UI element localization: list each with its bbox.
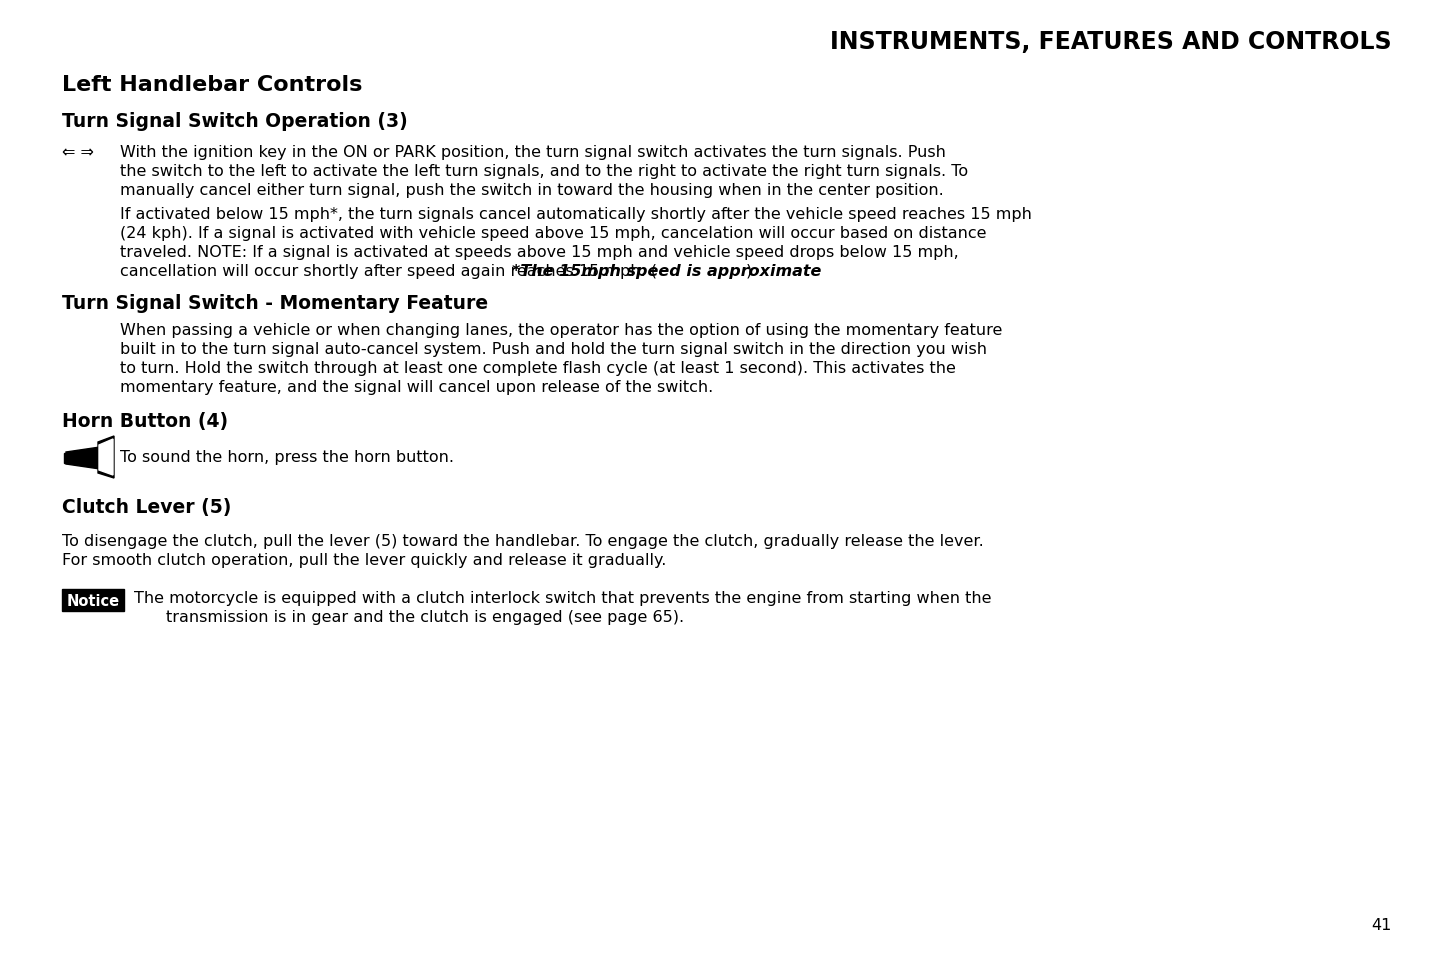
Text: With the ignition key in the ON or PARK position, the turn signal switch activat: With the ignition key in the ON or PARK … <box>121 145 947 160</box>
Text: Turn Signal Switch - Momentary Feature: Turn Signal Switch - Momentary Feature <box>63 294 489 313</box>
Text: Left Handlebar Controls: Left Handlebar Controls <box>63 75 362 95</box>
Text: momentary feature, and the signal will cancel upon release of the switch.: momentary feature, and the signal will c… <box>121 379 714 395</box>
Text: When passing a vehicle or when changing lanes, the operator has the option of us: When passing a vehicle or when changing … <box>121 323 1002 337</box>
Text: cancellation will occur shortly after speed again reaches 15 mph. (: cancellation will occur shortly after sp… <box>121 264 657 278</box>
Text: To sound the horn, press the horn button.: To sound the horn, press the horn button… <box>121 450 454 464</box>
Text: (24 kph). If a signal is activated with vehicle speed above 15 mph, cancelation : (24 kph). If a signal is activated with … <box>121 226 986 241</box>
Text: built in to the turn signal auto-cancel system. Push and hold the turn signal sw: built in to the turn signal auto-cancel … <box>121 341 987 356</box>
Text: If activated below 15 mph*, the turn signals cancel automatically shortly after : If activated below 15 mph*, the turn sig… <box>121 207 1032 222</box>
Text: To disengage the clutch, pull the lever (5) toward the handlebar. To engage the : To disengage the clutch, pull the lever … <box>63 534 984 548</box>
Bar <box>63 589 124 612</box>
Text: Turn Signal Switch Operation (3): Turn Signal Switch Operation (3) <box>63 112 407 131</box>
Text: ): ) <box>746 264 752 278</box>
Text: the switch to the left to activate the left turn signals, and to the right to ac: the switch to the left to activate the l… <box>121 164 968 179</box>
Text: ⇐ ⇒: ⇐ ⇒ <box>63 145 95 160</box>
Text: to turn. Hold the switch through at least one complete flash cycle (at least 1 s: to turn. Hold the switch through at leas… <box>121 360 955 375</box>
Text: manually cancel either turn signal, push the switch in toward the housing when i: manually cancel either turn signal, push… <box>121 183 944 198</box>
Text: The motorcycle is equipped with a clutch interlock switch that prevents the engi: The motorcycle is equipped with a clutch… <box>134 590 992 605</box>
Polygon shape <box>64 454 68 463</box>
Text: traveled. NOTE: If a signal is activated at speeds above 15 mph and vehicle spee: traveled. NOTE: If a signal is activated… <box>121 245 958 260</box>
Text: Notice: Notice <box>67 593 119 608</box>
Polygon shape <box>99 439 113 476</box>
Text: For smooth clutch operation, pull the lever quickly and release it gradually.: For smooth clutch operation, pull the le… <box>63 553 666 567</box>
Text: 41: 41 <box>1371 917 1391 932</box>
Polygon shape <box>97 436 113 478</box>
Text: Horn Button (4): Horn Button (4) <box>63 412 228 431</box>
Text: Clutch Lever (5): Clutch Lever (5) <box>63 497 231 517</box>
Text: transmission is in gear and the clutch is engaged (see page 65).: transmission is in gear and the clutch i… <box>166 609 685 624</box>
Text: *The 15mph speed is approximate: *The 15mph speed is approximate <box>512 264 822 278</box>
Polygon shape <box>65 448 100 470</box>
Text: INSTRUMENTS, FEATURES AND CONTROLS: INSTRUMENTS, FEATURES AND CONTROLS <box>830 30 1391 54</box>
